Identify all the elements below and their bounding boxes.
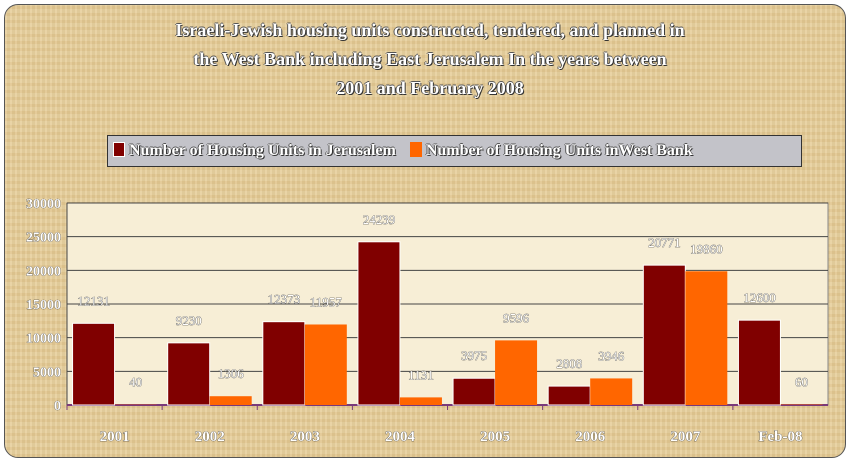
x-tick-label: Feb-08 bbox=[758, 429, 802, 445]
bar-west-bank bbox=[495, 340, 538, 405]
x-tick-label: 2002 bbox=[195, 429, 225, 445]
y-tick-label: 25000 bbox=[26, 231, 61, 246]
bar-west-bank bbox=[399, 397, 442, 405]
data-label: 1306 bbox=[218, 366, 245, 381]
data-label: 40 bbox=[129, 375, 142, 390]
legend-swatch bbox=[409, 142, 422, 157]
title-line: 2001 and February 2008 bbox=[336, 78, 524, 98]
data-label: 3946 bbox=[598, 348, 625, 363]
legend-item-jerusalem: Number of Housing Units in Jerusalem bbox=[113, 142, 396, 160]
data-label: 9230 bbox=[176, 313, 202, 328]
legend-label: Number of Housing Units inWest Bank bbox=[425, 142, 693, 159]
bar-jerusalem bbox=[357, 241, 401, 406]
bar-west-bank bbox=[590, 378, 633, 405]
data-label: 20771 bbox=[648, 235, 681, 250]
y-tick-label: 5000 bbox=[33, 365, 61, 380]
data-label: 11957 bbox=[310, 294, 343, 309]
y-tick-label: 10000 bbox=[26, 332, 61, 347]
x-tick-label: 2001 bbox=[100, 429, 130, 445]
legend-item-west-bank: Number of Housing Units inWest Bank bbox=[409, 142, 693, 160]
x-tick-label: 2006 bbox=[575, 429, 606, 445]
chart-title: Israeli-Jewish housing units constructed… bbox=[100, 16, 760, 103]
x-tick-label: 2004 bbox=[385, 429, 416, 445]
bar-west-bank bbox=[304, 324, 347, 405]
legend-label: Number of Housing Units in Jerusalem bbox=[129, 142, 396, 159]
bar-jerusalem bbox=[642, 264, 686, 406]
bar-jerusalem bbox=[547, 385, 591, 406]
title-line: Israeli-Jewish housing units constructed… bbox=[175, 20, 685, 40]
y-tick-label: 30000 bbox=[26, 197, 61, 212]
legend: Number of Housing Units in Jerusalem Num… bbox=[107, 135, 802, 167]
y-tick-label: 20000 bbox=[26, 264, 61, 279]
data-label: 60 bbox=[795, 375, 808, 390]
title-line: the West Bank including East Jerusalem I… bbox=[193, 49, 667, 69]
bar-jerusalem bbox=[167, 342, 211, 406]
data-label: 9596 bbox=[503, 310, 530, 325]
bar-west-bank bbox=[685, 271, 728, 405]
x-tick-label: 2003 bbox=[290, 429, 320, 445]
x-tick-label: 2007 bbox=[670, 429, 701, 445]
bar-jerusalem bbox=[262, 321, 306, 406]
data-label: 12600 bbox=[743, 290, 776, 305]
data-label: 19860 bbox=[690, 241, 723, 256]
y-tick-label: 0 bbox=[54, 399, 61, 414]
data-label: 12373 bbox=[268, 292, 301, 307]
data-label: 3975 bbox=[461, 348, 487, 363]
data-label: 12131 bbox=[77, 293, 110, 308]
y-tick-label: 15000 bbox=[26, 298, 61, 313]
bar-jerusalem bbox=[72, 322, 116, 406]
data-label: 2808 bbox=[556, 356, 582, 371]
data-label: 1131 bbox=[408, 367, 434, 382]
bar-west-bank bbox=[209, 396, 252, 405]
x-tick-label: 2005 bbox=[480, 429, 510, 445]
legend-swatch bbox=[113, 142, 125, 157]
data-label: 24239 bbox=[363, 212, 396, 227]
bar-jerusalem bbox=[737, 319, 781, 406]
bar-jerusalem bbox=[452, 377, 496, 406]
